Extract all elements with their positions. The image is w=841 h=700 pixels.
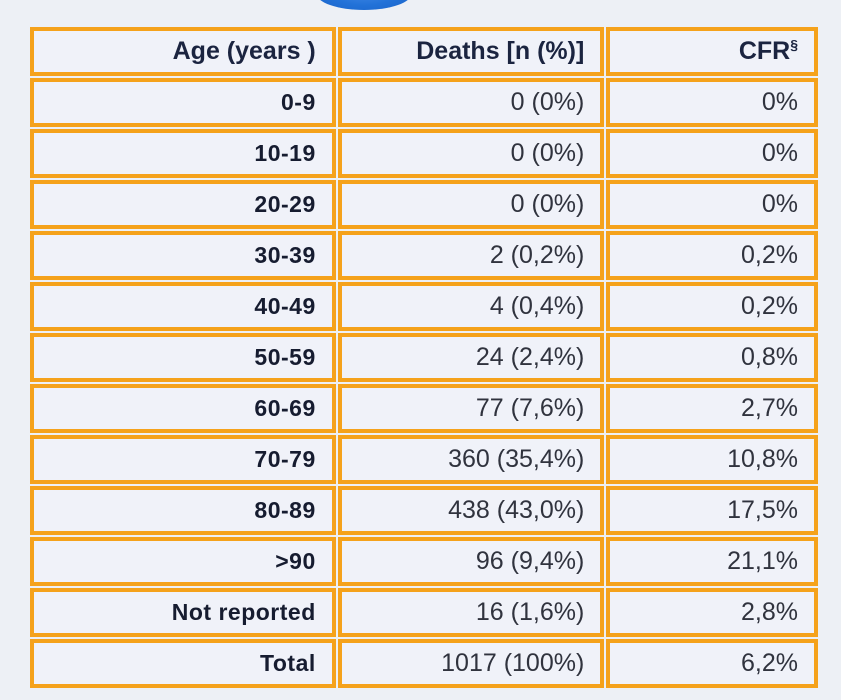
deaths-cell: 438 (43,0%) [337, 486, 605, 535]
table-header-row: Age (years ) Deaths [n (%)] CFR§ [30, 27, 818, 76]
age-cell: >90 [30, 537, 336, 586]
age-cell: 20-29 [30, 180, 336, 229]
age-cell: 80-89 [30, 486, 336, 535]
age-cell: Total [30, 639, 336, 688]
age-cell: 40-49 [30, 282, 336, 331]
cfr-cell: 0% [606, 129, 818, 178]
table-row: 20-29 0 (0%) 0% [30, 180, 818, 229]
deaths-cell: 24 (2,4%) [337, 333, 605, 382]
deaths-cell: 77 (7,6%) [337, 384, 605, 433]
blue-ellipse-decoration [316, 0, 412, 10]
deaths-cell: 4 (0,4%) [337, 282, 605, 331]
age-column-header: Age (years ) [30, 27, 336, 76]
deaths-cell: 0 (0%) [337, 129, 605, 178]
cfr-cell: 10,8% [606, 435, 818, 484]
table-row: 10-19 0 (0%) 0% [30, 129, 818, 178]
age-cell: Not reported [30, 588, 336, 637]
table-row: 50-59 24 (2,4%) 0,8% [30, 333, 818, 382]
cfr-cell: 21,1% [606, 537, 818, 586]
deaths-column-header: Deaths [n (%)] [337, 27, 605, 76]
age-cell: 70-79 [30, 435, 336, 484]
cfr-cell: 17,5% [606, 486, 818, 535]
table-row: 60-69 77 (7,6%) 2,7% [30, 384, 818, 433]
cfr-cell: 6,2% [606, 639, 818, 688]
age-cell: 10-19 [30, 129, 336, 178]
cfr-footnote-marker: § [790, 36, 798, 53]
cfr-by-age-table: Age (years ) Deaths [n (%)] CFR§ 0-9 0 (… [28, 25, 820, 690]
cfr-cell: 0% [606, 180, 818, 229]
table-row: 30-39 2 (0,2%) 0,2% [30, 231, 818, 280]
table-row: Total 1017 (100%) 6,2% [30, 639, 818, 688]
table-row: 40-49 4 (0,4%) 0,2% [30, 282, 818, 331]
deaths-cell: 0 (0%) [337, 78, 605, 127]
cfr-cell: 0,2% [606, 231, 818, 280]
age-cell: 60-69 [30, 384, 336, 433]
age-cell: 50-59 [30, 333, 336, 382]
cfr-header-label: CFR [738, 37, 791, 65]
table-row: Not reported 16 (1,6%) 2,8% [30, 588, 818, 637]
cfr-column-header: CFR§ [606, 27, 818, 76]
cfr-cell: 2,8% [606, 588, 818, 637]
deaths-cell: 2 (0,2%) [337, 231, 605, 280]
cfr-cell: 0,2% [606, 282, 818, 331]
age-cell: 30-39 [30, 231, 336, 280]
age-cell: 0-9 [30, 78, 336, 127]
table-row: 0-9 0 (0%) 0% [30, 78, 818, 127]
cfr-cell: 0,8% [606, 333, 818, 382]
deaths-cell: 96 (9,4%) [337, 537, 605, 586]
deaths-cell: 16 (1,6%) [337, 588, 605, 637]
deaths-cell: 1017 (100%) [337, 639, 605, 688]
cfr-cell: 2,7% [606, 384, 818, 433]
table-row: 70-79 360 (35,4%) 10,8% [30, 435, 818, 484]
cfr-cell: 0% [606, 78, 818, 127]
table-row: 80-89 438 (43,0%) 17,5% [30, 486, 818, 535]
deaths-cell: 360 (35,4%) [337, 435, 605, 484]
deaths-cell: 0 (0%) [337, 180, 605, 229]
table-row: >90 96 (9,4%) 21,1% [30, 537, 818, 586]
